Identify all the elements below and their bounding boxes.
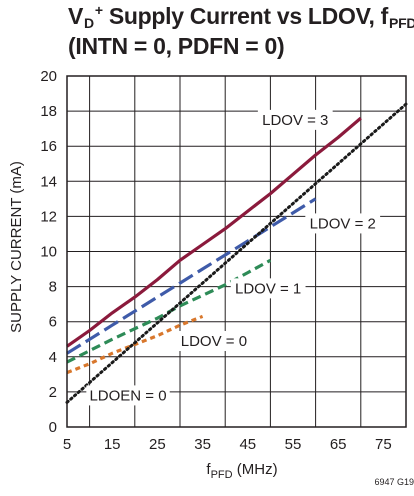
y-tick-label: 8 xyxy=(49,279,57,296)
annotation-background xyxy=(86,385,170,406)
y-tick-label: 16 xyxy=(40,138,57,155)
y-tick-label: 12 xyxy=(40,208,57,225)
series-annotation-label: LDOV = 1 xyxy=(235,280,301,297)
x-tick-label: 5 xyxy=(63,436,71,453)
title-middle-text: Supply Current vs LDOV, f xyxy=(102,3,389,29)
series-annotation-label: LDOV = 0 xyxy=(181,333,247,350)
x-axis-label-subscript: PFD xyxy=(211,469,233,481)
series-lines xyxy=(65,102,408,404)
series-annotation-label: LDOV = 2 xyxy=(310,215,376,232)
annotation-background xyxy=(176,331,252,352)
figure-id: 6947 G19 xyxy=(374,477,414,487)
series-line-ldoen-0 xyxy=(65,102,408,404)
y-tick-label: 6 xyxy=(49,314,57,331)
y-tick-label: 10 xyxy=(40,244,57,261)
y-tick-label: 0 xyxy=(49,419,57,436)
series-line-ldov-2 xyxy=(66,197,317,355)
annotation-background xyxy=(305,213,381,234)
x-axis-label-f: f xyxy=(206,461,211,478)
annotation-background xyxy=(257,109,333,130)
annotation-background xyxy=(230,278,306,299)
plot-frame xyxy=(66,75,407,428)
x-tick-label: 45 xyxy=(239,436,256,453)
x-tick-label: 25 xyxy=(149,436,166,453)
series-line-ldov-3 xyxy=(66,116,362,348)
series-annotation-label: LDOV = 3 xyxy=(262,112,328,129)
title-v: V xyxy=(68,3,84,29)
y-tick-label: 4 xyxy=(49,349,57,366)
plot-border xyxy=(66,75,407,428)
x-tick-label: 55 xyxy=(285,436,302,453)
y-tick-label: 20 xyxy=(40,68,57,85)
chart-title-line2: (INTN = 0, PDFN = 0) xyxy=(68,33,285,59)
annotations: LDOV = 3 LDOV = 2 LDOV = 1 LDOV = 0 LDOEN = … xyxy=(86,109,381,406)
chart-title-line1: VD+ Supply Current vs LDOV, fPFD xyxy=(68,2,414,31)
x-axis-label: fPFD (MHz) xyxy=(206,461,277,481)
y-tick-label: 18 xyxy=(40,103,57,120)
y-tick-label: 14 xyxy=(40,173,57,190)
x-tick-label: 15 xyxy=(104,436,121,453)
title-v-subscript: D xyxy=(84,15,94,31)
title-f-subscript: PFD xyxy=(389,15,414,31)
x-tick-label: 75 xyxy=(375,436,392,453)
x-tick-label: 65 xyxy=(330,436,347,453)
y-axis-label: SUPPLY CURRENT (mA) xyxy=(8,161,25,333)
tick-labels: 5 15 25 35 45 55 65 75 0 2 4 6 8 10 12 14 16 18 20 xyxy=(40,68,391,453)
series-annotation-label: LDOEN = 0 xyxy=(89,387,166,404)
title-superscript: + xyxy=(94,2,103,18)
y-tick-label: 2 xyxy=(49,384,57,401)
x-axis-label-unit: (MHz) xyxy=(233,461,278,478)
series-line-ldov-0 xyxy=(66,314,204,375)
x-tick-label: 35 xyxy=(194,436,211,453)
